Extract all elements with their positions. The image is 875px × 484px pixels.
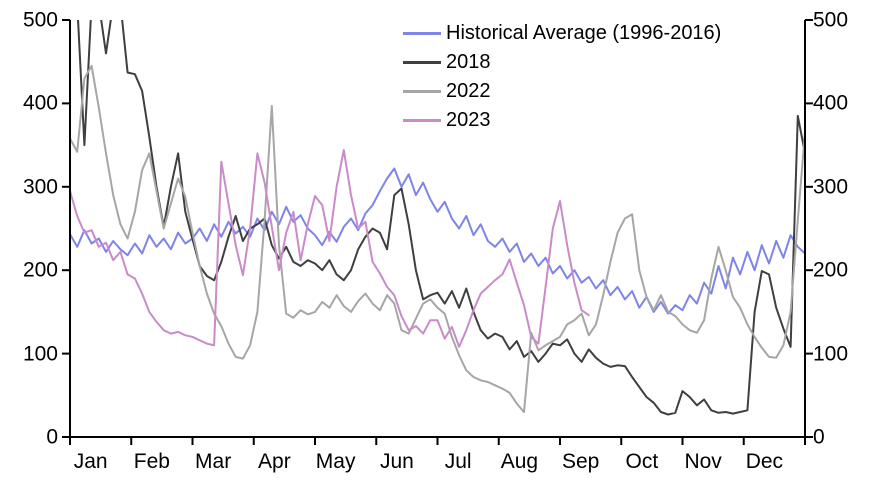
y-tick-label-left: 0 [46, 425, 58, 449]
y-tick-label-left: 500 [22, 8, 58, 32]
x-tick-label-aug: Aug [500, 450, 539, 473]
x-tick-label-mar: Mar [195, 450, 232, 473]
x-tick-label-oct: Oct [625, 450, 659, 473]
x-tick-label-nov: Nov [684, 450, 722, 473]
legend-label: 2018 [446, 51, 491, 73]
series-line-2 [70, 64, 805, 413]
legend-swatch-icon [403, 90, 441, 93]
x-tick-label-jun: Jun [379, 450, 414, 473]
x-tick-label-feb: Feb [133, 450, 170, 473]
x-tick-label-may: May [315, 450, 356, 473]
legend-label: Historical Average (1996-2016) [446, 22, 722, 44]
legend-item-0: Historical Average (1996-2016) [403, 22, 721, 45]
legend-item-1: 2018 [403, 51, 721, 74]
y-tick-label-right: 500 [813, 8, 849, 32]
legend-item-2: 2022 [403, 80, 721, 103]
y-tick-label-left: 100 [22, 342, 58, 366]
y-tick-label-right: 200 [813, 258, 849, 282]
y-tick-label-right: 300 [813, 175, 849, 199]
legend-label: 2023 [446, 109, 491, 131]
y-tick-label-right: 0 [813, 425, 825, 449]
y-tick-label-right: 100 [813, 342, 849, 366]
y-tick-label-right: 400 [813, 91, 849, 115]
legend-swatch-icon [403, 119, 441, 122]
x-tick-label-sep: Sep [561, 450, 600, 473]
y-tick-label-left: 400 [22, 91, 58, 115]
legend-label: 2022 [446, 80, 491, 102]
x-tick-label-jan: Jan [73, 450, 108, 473]
y-tick-label-left: 300 [22, 175, 58, 199]
legend-item-3: 2023 [403, 109, 721, 132]
x-tick-label-jul: Jul [444, 450, 472, 473]
y-tick-label-left: 200 [22, 258, 58, 282]
legend-swatch-icon [403, 32, 441, 35]
series-line-3 [70, 149, 590, 348]
series-line-1 [77, 20, 805, 416]
chart-legend: Historical Average (1996-2016) 2018 2022 20… [403, 22, 721, 132]
legend-swatch-icon [403, 61, 441, 64]
x-tick-label-apr: Apr [258, 450, 291, 473]
x-tick-label-dec: Dec [745, 450, 784, 473]
